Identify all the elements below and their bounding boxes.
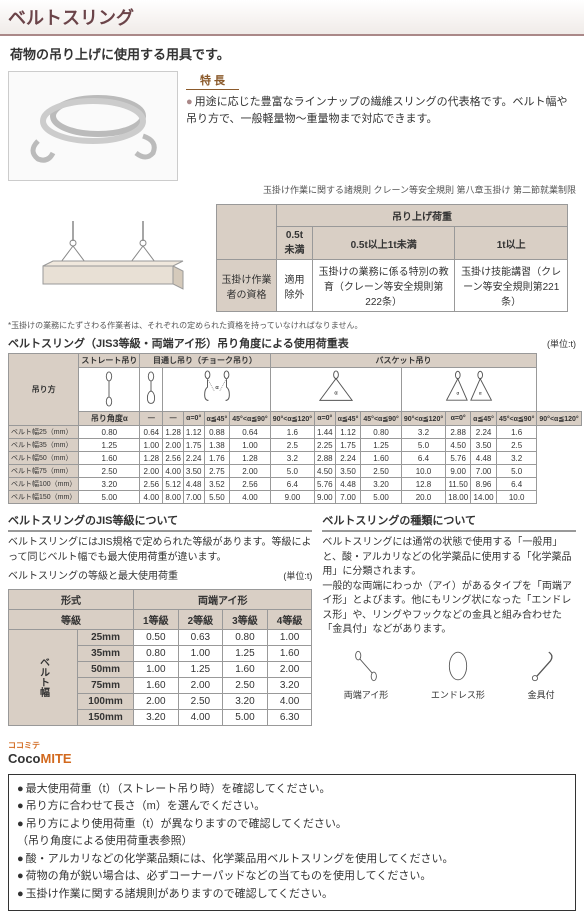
grade-caption: ベルトスリングの等級と最大使用荷重	[8, 570, 178, 585]
qualification-note: *玉掛けの業務にたずさわる作業者は、それぞれの定められた資格を持っていなければな…	[0, 318, 584, 333]
svg-text:α: α	[479, 390, 482, 395]
type-text: ベルトスリングには通常の状態で使用する「一般用」と、酸・アルカリなどの化学薬品に…	[322, 536, 576, 638]
type-fitting-icon: 金具付	[528, 646, 555, 701]
regulation-note: 玉掛け作業に関する諸規則 クレーン等安全規則 第八章玉掛け 第二節就業制限	[0, 181, 584, 198]
usage-notes: 最大使用荷重（t）（ストレート吊り時）を確認してください。吊り方に合わせて長さ（…	[8, 774, 576, 911]
load-table: 吊り方 ストレート吊り 目通し吊り（チョーク吊り） バスケット吊り α α αα…	[8, 353, 582, 504]
page-title: ベルトスリング	[0, 0, 584, 36]
features-text: 用途に応じた豊富なラインナップの繊維スリングの代表格です。ベルト幅や吊り方で、一…	[186, 94, 576, 127]
type-endless-icon: エンドレス形	[431, 646, 485, 701]
jis-title: ベルトスリングのJIS等級について	[8, 510, 312, 532]
svg-text:α: α	[215, 385, 219, 391]
main-table-caption: ベルトスリング（JIS3等級・両端アイ形）吊り角度による使用荷重表	[0, 333, 357, 353]
crane-illustration	[8, 218, 208, 298]
brand-logo: ココミテ CocoMITE	[0, 732, 584, 770]
type-title: ベルトスリングの種類について	[322, 510, 576, 532]
svg-text:α: α	[457, 390, 460, 395]
grade-table: 形式両端アイ形 等級1等級2等級3等級4等級 ベルト幅25mm0.500.630…	[8, 589, 312, 726]
qualification-table: 吊り上げ荷重 0.5t未満0.5t以上1t未満1t以上 玉掛け作業者の資格適用除…	[216, 204, 568, 312]
svg-text:α: α	[334, 390, 338, 396]
jis-text: ベルトスリングにはJIS規格で定められた等級があります。等級によって同じベルト幅…	[8, 536, 312, 565]
unit-label: (単位:t)	[539, 337, 584, 350]
lead-text: 荷物の吊り上げに使用する用具です。	[0, 36, 584, 71]
features-header: 特 長	[186, 71, 239, 90]
product-image	[8, 71, 178, 181]
type-eye-icon: 両端アイ形	[344, 646, 389, 701]
